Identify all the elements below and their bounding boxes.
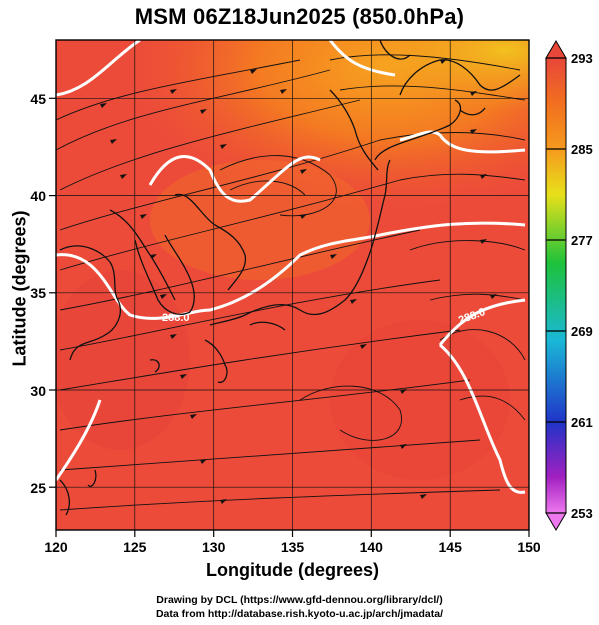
stream-arrows — [100, 59, 497, 504]
contour-lines — [56, 40, 526, 494]
colorbar-scale — [545, 57, 567, 514]
chart-title: MSM 06Z18Jun2025 (850.0hPa) — [134, 4, 465, 29]
colorbar-bottom-arrow — [545, 512, 567, 531]
x-tick-label: 140 — [360, 539, 384, 555]
colorbar-tick-label: 253 — [571, 506, 593, 521]
streamlines — [56, 54, 526, 511]
contour-label: 288.0 — [162, 312, 190, 324]
colorbar: 293 285 277 269 261 253 — [545, 40, 593, 531]
colorbar-tick-label: 285 — [571, 142, 593, 157]
colorbar-tick-label: 261 — [571, 415, 593, 430]
y-axis-label: Latitude (degrees) — [9, 210, 30, 367]
coastlines — [59, 40, 521, 516]
colorbar-top-arrow — [545, 40, 567, 59]
colorbar-tick-label: 293 — [571, 51, 593, 66]
y-tick-label: 30 — [30, 383, 46, 399]
y-tick-label: 40 — [30, 188, 46, 204]
colorbar-tick-label: 269 — [571, 324, 593, 339]
colorbar-tick-label: 277 — [571, 233, 593, 248]
axis-tick-marks — [49, 97, 530, 537]
x-tick-label: 150 — [517, 539, 541, 555]
x-tick-labels: 120 125 130 135 140 145 150 — [44, 539, 541, 555]
x-tick-label: 125 — [123, 539, 147, 555]
credit-drawing: Drawing by DCL (https://www.gfd-dennou.o… — [156, 594, 443, 606]
x-axis-label: Longitude (degrees) — [205, 560, 379, 580]
credit-data: Data from http://database.rish.kyoto-u.a… — [155, 608, 444, 620]
map-figure: 288.0 288.0 — [30, 39, 593, 555]
y-tick-label: 35 — [30, 285, 46, 301]
x-tick-label: 135 — [281, 539, 305, 555]
graticule — [56, 40, 529, 530]
x-tick-label: 130 — [202, 539, 226, 555]
x-tick-label: 120 — [44, 539, 68, 555]
temperature-field: 288.0 288.0 — [56, 40, 529, 530]
y-tick-labels: 25 30 35 40 45 — [30, 91, 46, 496]
y-tick-label: 25 — [30, 480, 46, 496]
y-tick-label: 45 — [30, 91, 46, 107]
x-tick-label: 145 — [439, 539, 463, 555]
